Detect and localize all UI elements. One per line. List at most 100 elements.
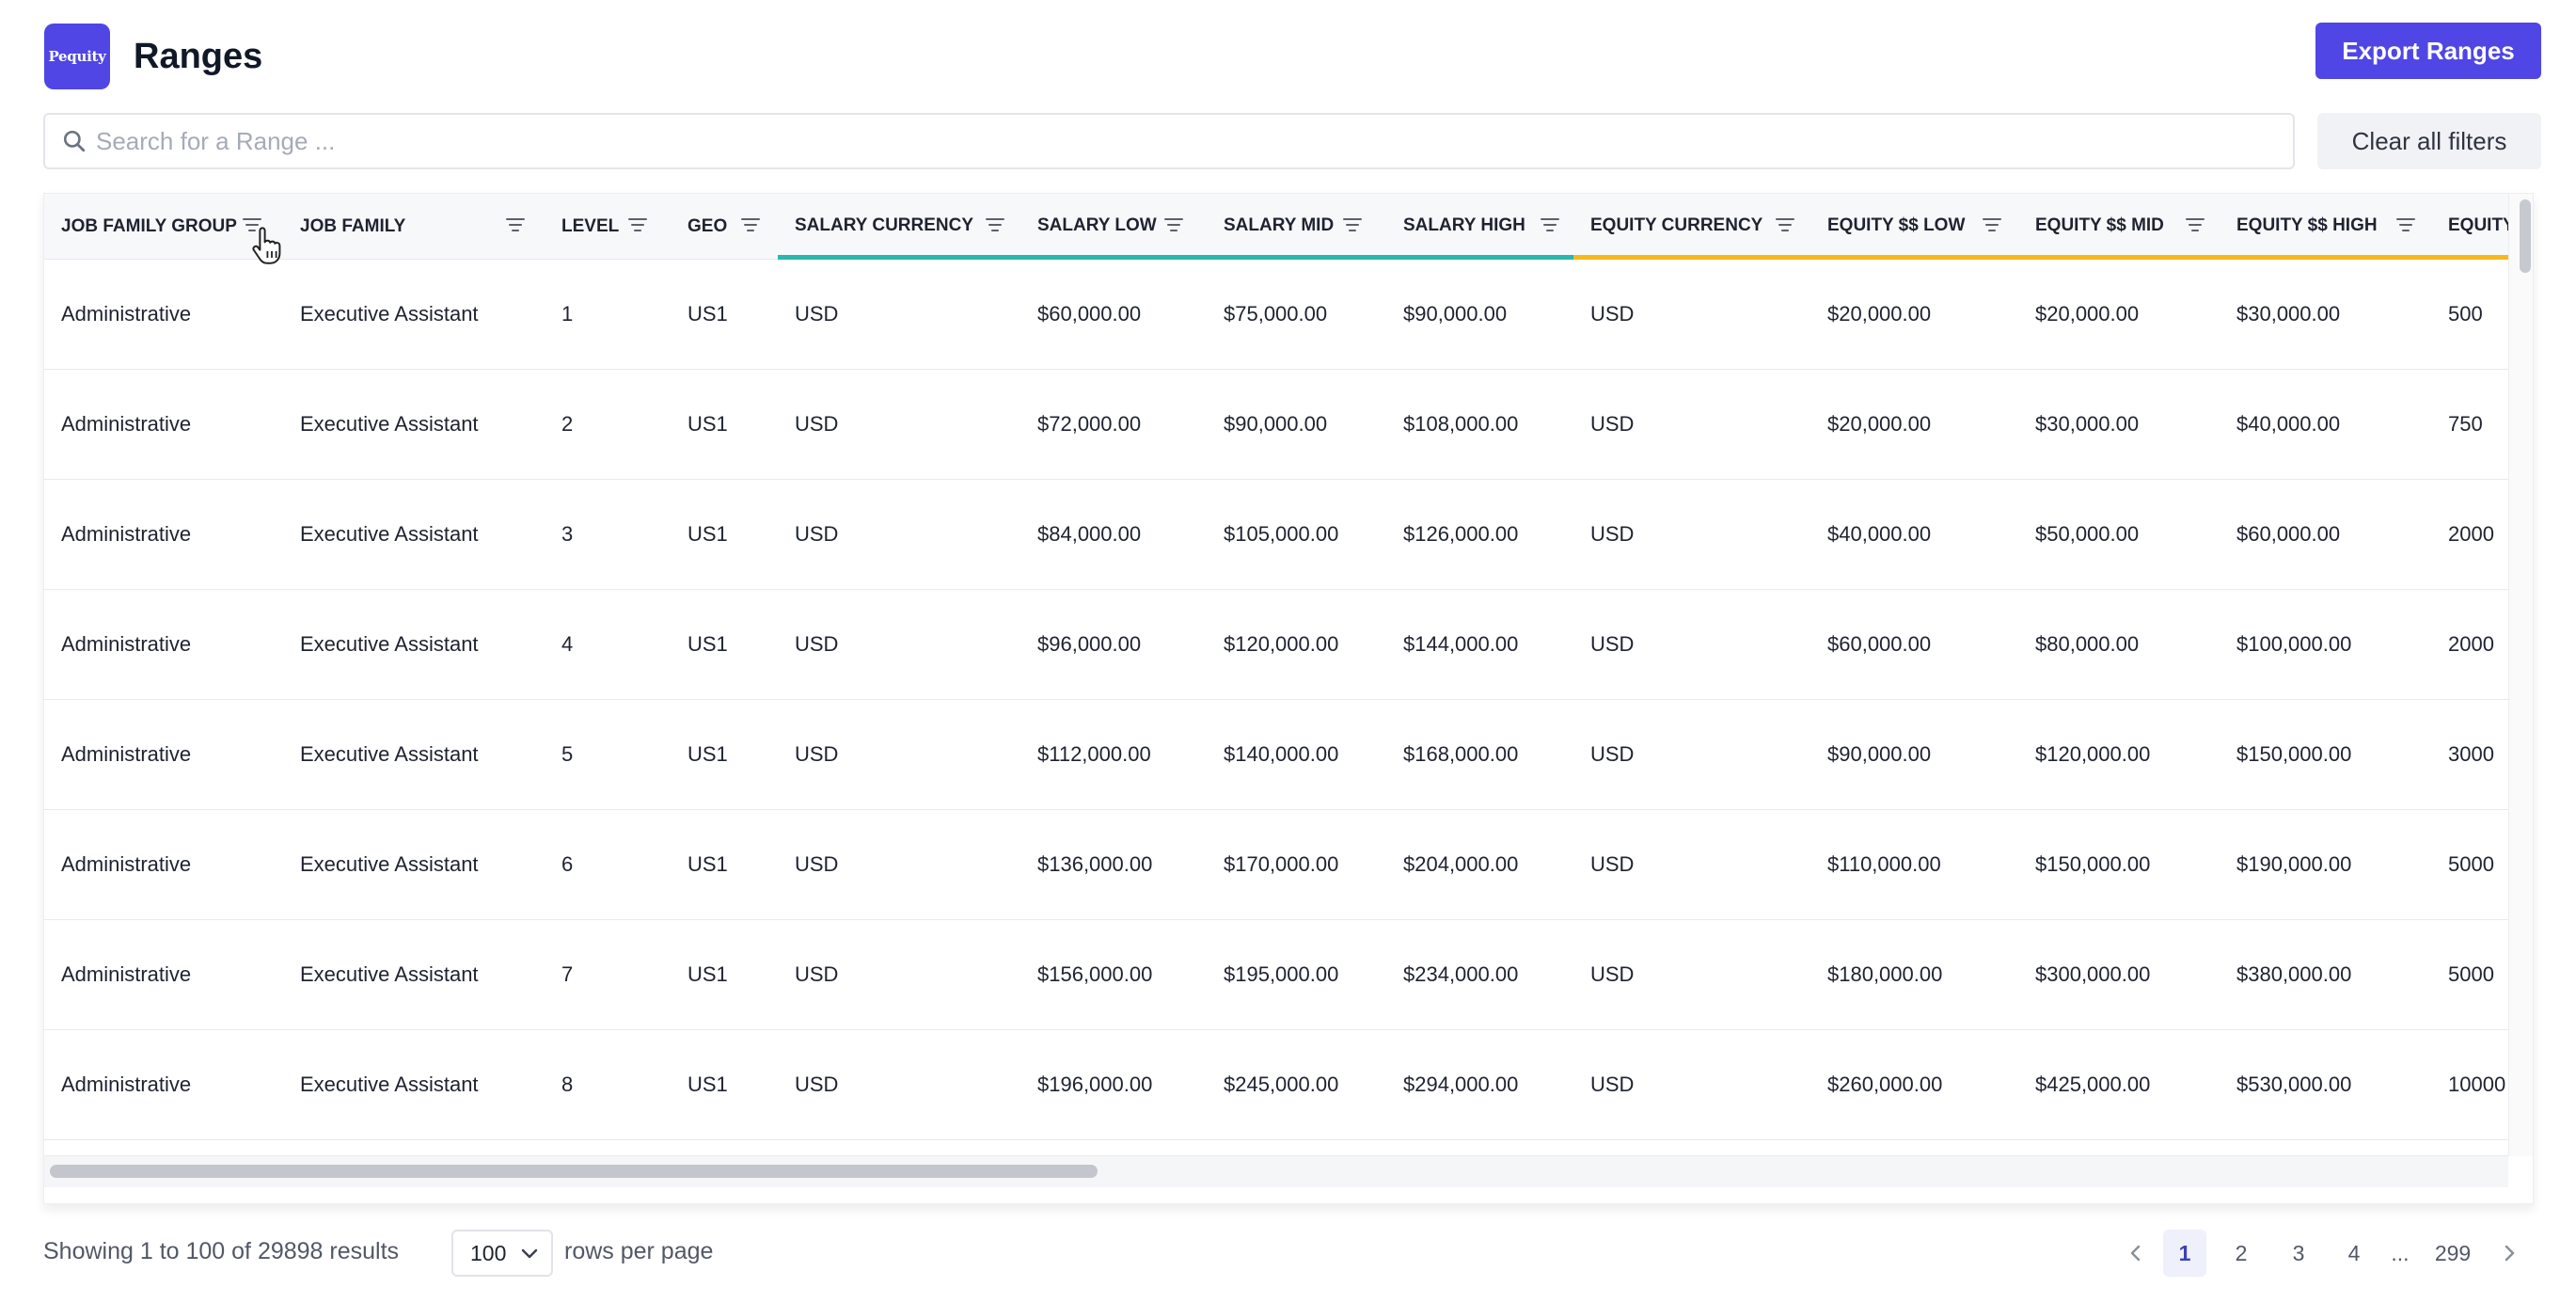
page-button-3[interactable]: 3 — [2292, 1240, 2305, 1265]
cell-equity-usd-mid: $80,000.00 — [2035, 632, 2140, 656]
table-row[interactable]: Administrative Executive Assistant 2 US1 USD… — [44, 370, 2508, 480]
cell-equity: 5000 — [2448, 962, 2494, 986]
cell-job-family: Executive Assistant — [300, 522, 479, 546]
filter-icon[interactable] — [740, 215, 761, 234]
column-header-equity-usd-high[interactable]: EQUITY $$ HIGH — [2220, 194, 2431, 258]
column-header-level[interactable]: LEVEL — [545, 194, 671, 260]
cell-equity-usd-high: $530,000.00 — [2236, 1073, 2352, 1096]
salary-group-bar — [778, 255, 1573, 260]
cell-salary-currency: USD — [795, 742, 839, 766]
cell-geo: US1 — [687, 742, 728, 766]
cell-equity-usd-mid: $120,000.00 — [2035, 742, 2151, 766]
cell-salary-low: $196,000.00 — [1037, 1073, 1153, 1096]
cell-job-family-group: Administrative — [61, 302, 192, 326]
column-header-geo[interactable]: GEO — [671, 194, 778, 260]
cell-geo: US1 — [687, 1073, 728, 1096]
chevron-right-icon — [2505, 1245, 2515, 1262]
filter-icon[interactable] — [627, 215, 648, 234]
table-body: Administrative Executive Assistant 1 US1 USD… — [44, 260, 2508, 1140]
cell-equity-usd-low: $180,000.00 — [1827, 962, 1943, 986]
cell-salary-mid: $90,000.00 — [1224, 412, 1328, 436]
column-header-salary-currency[interactable]: SALARY CURRENCY — [778, 194, 1020, 258]
cell-salary-mid: $75,000.00 — [1224, 302, 1328, 326]
cell-equity-currency: USD — [1590, 962, 1635, 986]
column-header-job-family-group[interactable]: JOB FAMILY GROUP — [44, 194, 283, 260]
horizontal-scrollbar-thumb[interactable] — [50, 1165, 1098, 1178]
table-row[interactable]: Administrative Executive Assistant 4 US1 USD… — [44, 590, 2508, 700]
cell-equity-usd-high: $190,000.00 — [2236, 852, 2352, 876]
column-header-equity-usd-mid[interactable]: EQUITY $$ MID — [2018, 194, 2220, 258]
column-header-label: SALARY MID — [1224, 215, 1335, 235]
filter-icon[interactable] — [1775, 215, 1795, 234]
chevron-left-icon — [2130, 1245, 2141, 1262]
cell-salary-mid: $195,000.00 — [1224, 962, 1339, 986]
filter-icon[interactable] — [242, 215, 262, 234]
cell-equity: 5000 — [2448, 852, 2494, 876]
cell-salary-high: $90,000.00 — [1403, 302, 1508, 326]
column-header-equity[interactable]: EQUITY — [2431, 194, 2533, 258]
cell-job-family: Executive Assistant — [300, 1073, 479, 1096]
page-button-2[interactable]: 2 — [2235, 1240, 2248, 1265]
cell-equity-usd-high: $30,000.00 — [2236, 302, 2341, 326]
column-header-salary-low[interactable]: SALARY LOW — [1020, 194, 1207, 258]
table-row[interactable]: Administrative Executive Assistant 5 US1 USD… — [44, 700, 2508, 810]
column-header-equity-currency[interactable]: EQUITY CURRENCY — [1573, 194, 1810, 258]
filter-icon[interactable] — [505, 215, 526, 234]
cell-equity-usd-mid: $300,000.00 — [2035, 962, 2151, 986]
search-icon — [63, 130, 86, 152]
search-input[interactable] — [96, 118, 2259, 165]
vertical-scrollbar-thumb[interactable] — [2520, 199, 2531, 273]
table-row[interactable]: Administrative Executive Assistant 6 US1 USD… — [44, 810, 2508, 920]
column-header-label: JOB FAMILY GROUP — [61, 216, 237, 236]
cell-equity-usd-low: $90,000.00 — [1827, 742, 1932, 766]
cell-salary-currency: USD — [795, 962, 839, 986]
cell-salary-high: $234,000.00 — [1403, 962, 1519, 986]
filter-icon[interactable] — [985, 215, 1005, 234]
rows-per-page-select[interactable]: 100 — [451, 1230, 553, 1277]
cell-salary-low: $112,000.00 — [1037, 742, 1151, 766]
table-row[interactable]: Administrative Executive Assistant 3 US1 USD… — [44, 480, 2508, 590]
cell-equity-currency: USD — [1590, 522, 1635, 546]
next-page-button[interactable] — [2488, 1230, 2531, 1277]
filter-icon[interactable] — [1982, 215, 2002, 234]
cell-equity: 500 — [2448, 302, 2483, 326]
column-header-equity-usd-low[interactable]: EQUITY $$ LOW — [1810, 194, 2018, 258]
rows-per-page-label: rows per page — [564, 1238, 714, 1264]
column-header-label: LEVEL — [561, 216, 620, 236]
column-header-salary-mid[interactable]: SALARY MID — [1207, 194, 1386, 258]
table-row[interactable]: Administrative Executive Assistant 8 US1 USD… — [44, 1030, 2508, 1140]
cell-salary-currency: USD — [795, 632, 839, 656]
filter-icon[interactable] — [1342, 215, 1363, 234]
pagination-ellipsis[interactable]: ... — [2391, 1240, 2410, 1265]
column-header-salary-high[interactable]: SALARY HIGH — [1386, 194, 1573, 258]
previous-page-button[interactable] — [2114, 1230, 2157, 1277]
page-title: Ranges — [134, 37, 263, 76]
table-row[interactable]: Administrative Executive Assistant 7 US1 USD… — [44, 920, 2508, 1030]
rows-per-page-value: 100 — [470, 1240, 507, 1265]
export-ranges-button[interactable]: Export Ranges — [2315, 23, 2541, 79]
page-button-4[interactable]: 4 — [2347, 1240, 2361, 1265]
cell-equity-usd-high: $40,000.00 — [2236, 412, 2341, 436]
vertical-scrollbar[interactable] — [2508, 194, 2533, 1156]
search-box[interactable] — [43, 113, 2295, 169]
filter-icon[interactable] — [1540, 215, 1560, 234]
cell-equity-usd-mid: $425,000.00 — [2035, 1073, 2151, 1096]
cell-job-family: Executive Assistant — [300, 412, 479, 436]
cell-level: 3 — [561, 522, 574, 546]
cell-salary-mid: $105,000.00 — [1224, 522, 1339, 546]
filter-icon[interactable] — [2395, 215, 2416, 234]
cell-salary-currency: USD — [795, 522, 839, 546]
table-row[interactable]: Administrative Executive Assistant 1 US1 USD… — [44, 260, 2508, 370]
page-button-1[interactable]: 1 — [2163, 1230, 2206, 1277]
cell-salary-mid: $170,000.00 — [1224, 852, 1339, 876]
filter-icon[interactable] — [1163, 215, 1184, 234]
cell-level: 7 — [561, 962, 574, 986]
results-summary: Showing 1 to 100 of 29898 results — [43, 1238, 400, 1264]
cell-job-family: Executive Assistant — [300, 962, 479, 986]
clear-all-filters-button[interactable]: Clear all filters — [2317, 113, 2541, 169]
cell-level: 5 — [561, 742, 574, 766]
cell-equity-currency: USD — [1590, 412, 1635, 436]
column-header-job-family[interactable]: JOB FAMILY — [283, 194, 545, 260]
page-button-299[interactable]: 299 — [2434, 1240, 2472, 1265]
filter-icon[interactable] — [2185, 215, 2205, 234]
